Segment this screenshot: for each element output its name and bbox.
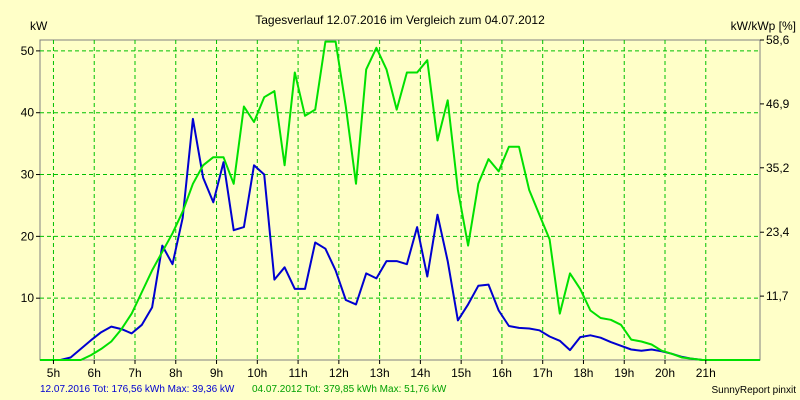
y-axis-label-right: kW/kWp [%] [731,19,796,33]
series-layer [40,40,760,361]
x-tick-label: 16h [492,366,512,380]
x-ticks: 5h 6h 7h 8h 9h 10h 11h 12h 13h 14h 15h 16h 17h 18h 19h… [47,360,716,380]
y-tick-label-left: 40 [21,106,35,120]
x-tick-label: 5h [47,366,60,380]
y-tick-label-left: 50 [21,44,35,58]
y-tick-label-right: 11,7 [766,289,789,303]
x-tick-label: 18h [573,366,593,380]
x-tick-label: 12h [329,366,349,380]
x-tick-label: 7h [128,366,141,380]
chart-title: Tagesverlauf 12.07.2016 im Vergleich zum… [255,13,545,27]
grid [40,40,760,360]
x-tick-label: 6h [88,366,101,380]
left-ticks: 10 20 30 40 50 [21,44,40,305]
x-tick-label: 10h [247,366,267,380]
y-tick-label-left: 20 [21,229,35,243]
y-tick-label-right: 58,6 [766,33,790,47]
plot-area [39,39,761,361]
y-tick-label-right: 23,4 [766,225,790,239]
x-tick-label: 17h [533,366,553,380]
y-tick-label-right: 35,2 [766,161,790,175]
x-tick-label: 15h [451,366,471,380]
series-line-2012 [40,40,760,361]
legend-2012: 04.07.2012 Tot: 379,85 kWh Max: 51,76 kW [252,384,447,395]
x-tick-label: 19h [614,366,634,380]
x-tick-label: 20h [655,366,675,380]
y-tick-label-right: 46,9 [766,97,790,111]
y-axis-label-left: kW [30,19,48,33]
y-tick-label-left: 10 [21,291,35,305]
y-tick-label-left: 30 [21,168,35,182]
x-tick-label: 13h [370,366,390,380]
x-tick-label: 11h [289,366,308,380]
footer-credit: SunnyReport pinxit [712,385,797,396]
x-tick-label: 8h [169,366,182,380]
x-tick-label: 9h [210,366,223,380]
x-tick-label: 14h [410,366,430,380]
legend-2016: 12.07.2016 Tot: 176,56 kWh Max: 39,36 kW [40,384,235,395]
x-tick-label: 21h [696,366,716,380]
right-ticks: 11,7 23,4 35,2 46,9 58,6 [760,33,790,303]
